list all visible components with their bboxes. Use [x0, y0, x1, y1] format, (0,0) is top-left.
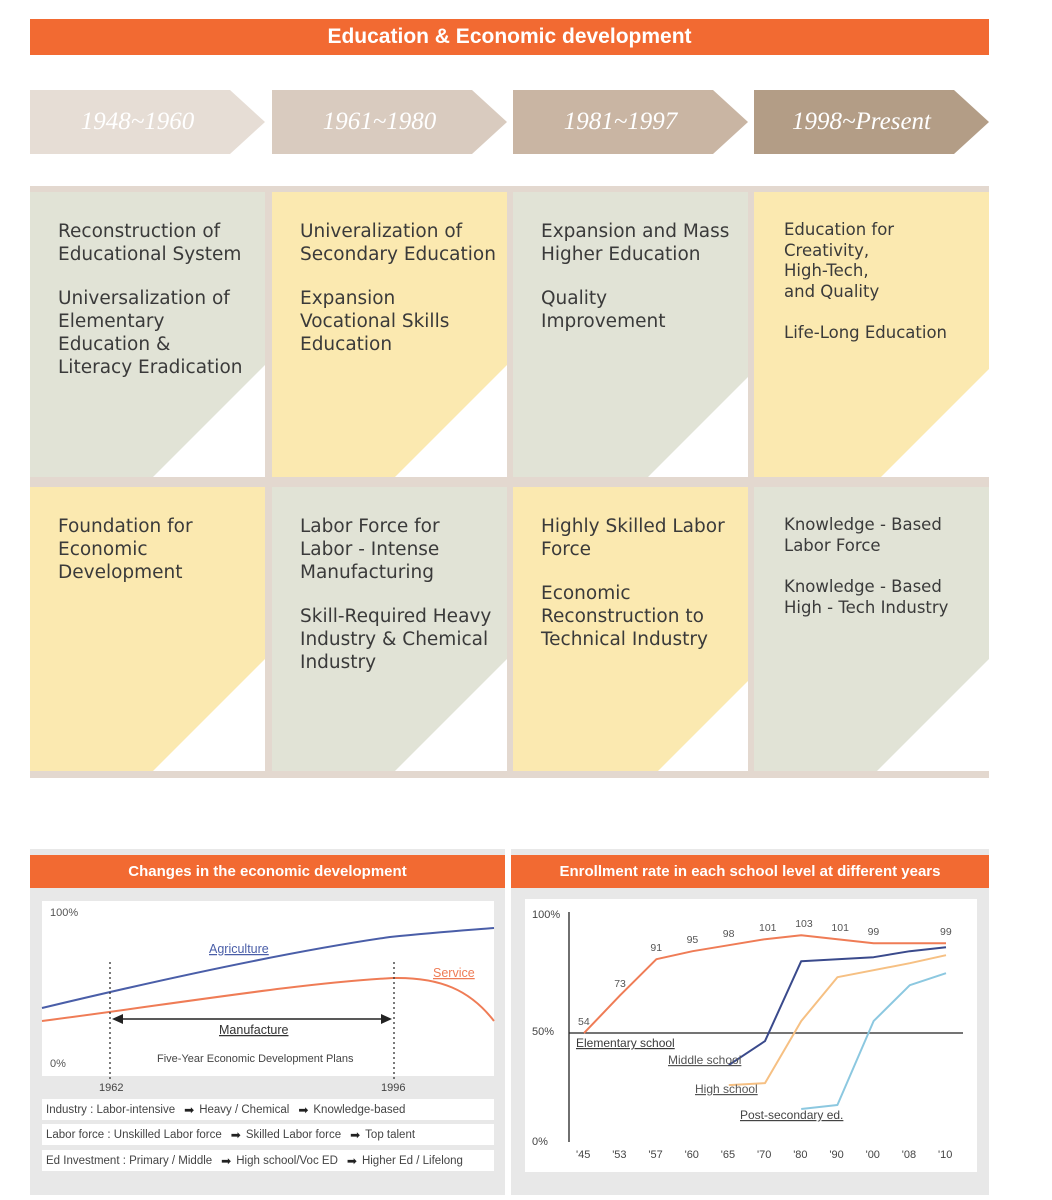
- economic-panel-title: Changes in the economic development: [30, 855, 505, 888]
- period-arrow-2: 1961~1980: [272, 90, 507, 154]
- panel-title-text: Changes in the economic development: [128, 863, 407, 880]
- row-label: Industry : Labor-intensive: [46, 1103, 176, 1116]
- y-label-top: 100%: [50, 907, 78, 919]
- y-tick-label: 100%: [532, 909, 560, 921]
- y-tick-label: 0%: [532, 1136, 548, 1148]
- data-label: 73: [614, 978, 626, 990]
- economy-cell-3: Highly Skilled Labor Force Economic Recon…: [513, 487, 748, 771]
- period-label: 1961~1980: [322, 108, 437, 135]
- period-label: 1948~1960: [80, 108, 195, 135]
- x-tick-label: '08: [902, 1149, 916, 1161]
- series-label: Post-secondary ed.: [740, 1108, 843, 1122]
- cell-text: Knowledge - Based Labor Force Knowledge -…: [784, 515, 949, 617]
- row-label: Ed Investment : Primary / Middle: [46, 1154, 213, 1167]
- data-label: 103: [795, 918, 813, 930]
- cell-text: Highly Skilled Labor Force Economic Recon…: [541, 516, 725, 650]
- education-cell-3: Expansion and Mass Higher Education Quali…: [513, 192, 748, 477]
- year-1996: 1996: [381, 1082, 405, 1094]
- row-label: Labor force : Unskilled Labor force: [46, 1128, 222, 1141]
- row-step: High school/Voc ED: [236, 1154, 338, 1167]
- cell-text: Reconstruction of Educational System Univ…: [58, 221, 243, 378]
- x-tick-label: '57: [648, 1149, 662, 1161]
- right-arrow-icon: ➡: [230, 1127, 241, 1142]
- x-tick-label: '60: [685, 1149, 699, 1161]
- main-title-banner: Education & Economic development: [30, 19, 989, 55]
- agriculture-label: Agriculture: [209, 942, 269, 956]
- data-label: 54: [578, 1016, 590, 1028]
- agriculture-line: [41, 927, 495, 1009]
- main-title: Education & Economic development: [327, 25, 692, 48]
- series-label: Middle school: [668, 1053, 741, 1067]
- cell-text: Education for Creativity, High-Tech, and…: [784, 220, 948, 342]
- year-1962: 1962: [99, 1082, 123, 1094]
- row-step: Knowledge-based: [313, 1103, 406, 1116]
- economy-cell-4: Knowledge - Based Labor Force Knowledge -…: [754, 487, 989, 771]
- row-step: Top talent: [365, 1128, 416, 1141]
- cell-text: Univeralization of Secondary Education Ex…: [300, 221, 496, 355]
- x-tick-label: '90: [829, 1149, 843, 1161]
- series-label: Elementary school: [576, 1036, 675, 1050]
- row-step: Skilled Labor force: [245, 1128, 342, 1141]
- data-label: 99: [940, 926, 952, 938]
- series-line: [583, 934, 946, 1034]
- education-cell-2: Univeralization of Secondary Education Ex…: [272, 192, 507, 477]
- arrow-head-left: [112, 1014, 123, 1024]
- ed-investment-row: Ed Investment : Primary / Middle ➡ High …: [42, 1150, 494, 1171]
- manufacture-label: Manufacture: [219, 1023, 289, 1037]
- enrollment-chart-area: [525, 899, 977, 1172]
- series-line: [728, 946, 947, 1066]
- economic-chart-area: [42, 901, 494, 1076]
- education-cell-4: Education for Creativity, High-Tech, and…: [754, 192, 989, 477]
- x-tick-label: '80: [793, 1149, 807, 1161]
- period-label: 1981~1997: [563, 108, 678, 135]
- right-arrow-icon: ➡: [221, 1153, 232, 1168]
- right-arrow-icon: ➡: [298, 1102, 309, 1117]
- x-tick-label: '53: [612, 1149, 626, 1161]
- series-label: High school: [695, 1082, 758, 1096]
- data-label: 101: [759, 922, 777, 934]
- series-line: [801, 972, 947, 1110]
- right-arrow-icon: ➡: [346, 1153, 357, 1168]
- y-label-bottom: 0%: [50, 1058, 66, 1070]
- cell-text: Labor Force for Labor - Intense Manufact…: [300, 516, 492, 673]
- y-tick-label: 50%: [532, 1026, 554, 1038]
- education-cell-1: Reconstruction of Educational System Univ…: [30, 192, 265, 477]
- x-tick-label: '45: [576, 1149, 590, 1161]
- x-tick-label: '70: [757, 1149, 771, 1161]
- period-arrow-4: 1998~Present: [754, 90, 989, 154]
- enrollment-panel-title: Enrollment rate in each school level at …: [511, 855, 989, 888]
- row-step: Heavy / Chemical: [199, 1103, 290, 1116]
- right-arrow-icon: ➡: [350, 1127, 361, 1142]
- plans-label: Five-Year Economic Development Plans: [157, 1053, 354, 1065]
- economy-cell-2: Labor Force for Labor - Intense Manufact…: [272, 487, 507, 771]
- economy-cell-1: Foundation for Economic Development: [30, 487, 265, 771]
- series-line: [728, 954, 947, 1087]
- cell-text: Foundation for Economic Development: [58, 516, 193, 583]
- industry-row: Industry : Labor-intensive ➡ Heavy / Che…: [42, 1099, 494, 1120]
- right-arrow-icon: ➡: [184, 1102, 195, 1117]
- labor-force-row: Labor force : Unskilled Labor force ➡ Sk…: [42, 1124, 494, 1145]
- row-step: Higher Ed / Lifelong: [361, 1154, 463, 1167]
- arrow-head-right: [381, 1014, 392, 1024]
- data-label: 98: [723, 928, 735, 940]
- x-tick-label: '00: [866, 1149, 880, 1161]
- data-label: 101: [831, 922, 849, 934]
- cell-text: Expansion and Mass Higher Education Quali…: [541, 221, 730, 332]
- period-arrow-3: 1981~1997: [513, 90, 748, 154]
- data-label: 91: [650, 942, 662, 954]
- x-tick-label: '10: [938, 1149, 952, 1161]
- period-arrow-1: 1948~1960: [30, 90, 265, 154]
- data-label: 95: [687, 934, 699, 946]
- service-line: [41, 976, 495, 1022]
- data-label: 99: [868, 926, 880, 938]
- period-label: 1998~Present: [792, 108, 931, 135]
- x-tick-label: '65: [721, 1149, 735, 1161]
- service-label: Service: [433, 966, 475, 980]
- panel-title-text: Enrollment rate in each school level at …: [559, 863, 941, 880]
